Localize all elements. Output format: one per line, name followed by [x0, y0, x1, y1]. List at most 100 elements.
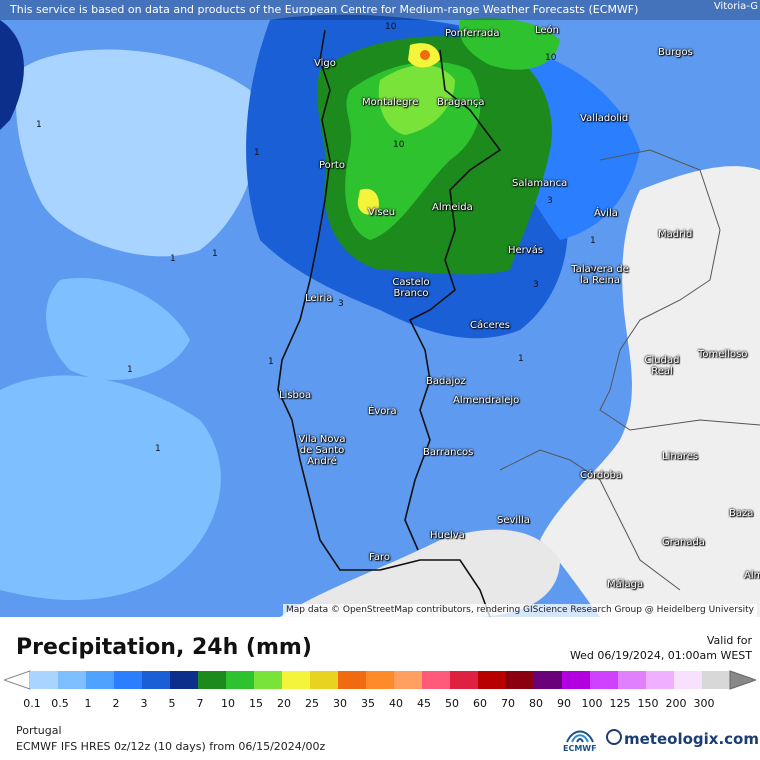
city-label: Barrancos [423, 447, 474, 458]
scale-cell [618, 671, 646, 689]
scale-cell [422, 671, 450, 689]
city-label: Málaga [607, 579, 644, 590]
city-label: Porto [319, 160, 345, 171]
scale-tick-label: 2 [112, 697, 120, 710]
scale-right-arrow [729, 670, 756, 690]
scale-cell [394, 671, 422, 689]
city-label: Salamanca [512, 178, 568, 189]
ecmwf-notice: This service is based on data and produc… [0, 0, 760, 20]
city-label: Badajoz [426, 376, 466, 387]
city-label: Granada [662, 537, 705, 548]
isoline-label: 1 [170, 254, 176, 264]
city-label: Hervás [508, 245, 544, 256]
scale-cell [338, 671, 366, 689]
scale-tick-label: 100 [581, 697, 603, 710]
isoline-label: 1 [590, 236, 596, 246]
city-label: Linares [662, 451, 699, 462]
city-label: Vila Nova de Santo André [298, 434, 346, 467]
corner-city-label: Vitoria-G [713, 1, 758, 12]
city-label: Ciudad Real [644, 355, 680, 377]
city-label: Faro [369, 552, 390, 563]
map-attribution[interactable]: Map data © OpenStreetMap contributors, r… [283, 604, 757, 617]
scale-cell [86, 671, 114, 689]
isoline-label: 1 [155, 444, 161, 454]
scale-tick-label: 150 [637, 697, 659, 710]
scale-tick-label: 70 [501, 697, 515, 710]
scale-cell [366, 671, 394, 689]
scale-cell [142, 671, 170, 689]
city-label: Tomelloso [698, 349, 748, 360]
brand-text: meteologix.com [624, 730, 759, 748]
scale-tick-label: 5 [168, 697, 176, 710]
scale-tick-label: 30 [333, 697, 347, 710]
scale-cell [58, 671, 86, 689]
scale-tick-label: 200 [665, 697, 687, 710]
city-label: Almeida [432, 202, 473, 213]
ecmwf-logo-icon [566, 730, 594, 743]
city-label: Lisboa [279, 390, 312, 401]
scale-cell [114, 671, 142, 689]
scale-tick-labels: 0.1 0.5 1 2 3 5 7 10 15 20 25 30 35 40 45 50 60 70 80 90 100… [0, 697, 760, 711]
city-label: Castelo Branco [392, 277, 430, 299]
city-label: Valladolid [580, 113, 629, 124]
scale-cell [590, 671, 618, 689]
scale-tick-label: 300 [693, 697, 715, 710]
scale-tick-label: 80 [529, 697, 543, 710]
city-label: Almendralejo [453, 395, 520, 406]
city-label: Évora [368, 406, 397, 417]
isoline-label: 3 [338, 299, 344, 309]
isoline-label: 1 [518, 354, 524, 364]
valid-date: Wed 06/19/2024, 01:00am WEST [569, 649, 752, 662]
scale-tick-label: 15 [249, 697, 263, 710]
city-label: Sevilla [497, 515, 530, 526]
region-label: Portugal [16, 724, 62, 737]
scale-cell [310, 671, 338, 689]
scale-cell [198, 671, 226, 689]
scale-tick-label: 10 [221, 697, 235, 710]
city-label: Córdoba [580, 470, 622, 481]
scale-cell [702, 671, 730, 689]
isoline-label: 1 [254, 148, 260, 158]
isoline-label: 10 [393, 140, 405, 150]
precipitation-map[interactable]: This service is based on data and produc… [0, 0, 760, 617]
city-label: Ponferrada [445, 28, 500, 39]
scale-tick-label: 35 [361, 697, 375, 710]
map-canvas [0, 0, 760, 617]
scale-cell [226, 671, 254, 689]
legend-footer: Precipitation, 24h (mm) Valid for Wed 06… [0, 617, 760, 760]
scale-cell [534, 671, 562, 689]
city-label: Cáceres [470, 320, 511, 331]
scale-cell [170, 671, 198, 689]
city-label: Leiria [305, 293, 333, 304]
isoline-label: 1 [127, 365, 133, 375]
scale-cell [478, 671, 506, 689]
meteologix-logo-icon [606, 729, 622, 745]
map-title: Precipitation, 24h (mm) [16, 635, 312, 660]
city-label: Baza [729, 508, 754, 519]
isoline-label: 3 [547, 196, 553, 206]
scale-tick-label: 0.5 [51, 697, 69, 710]
scale-tick-label: 40 [389, 697, 403, 710]
isoline-label: 10 [385, 22, 397, 32]
valid-label: Valid for [706, 634, 752, 647]
city-label: Viseu [368, 207, 396, 218]
scale-tick-label: 20 [277, 697, 291, 710]
isoline-label: 1 [212, 249, 218, 259]
scale-tick-label: 25 [305, 697, 319, 710]
meteologix-brand[interactable]: meteologix.com [606, 729, 759, 748]
color-scale [4, 670, 756, 690]
city-label: Talavera de la Reina [571, 264, 629, 286]
scale-tick-label: 45 [417, 697, 431, 710]
scale-cell [646, 671, 674, 689]
scale-tick-label: 1 [84, 697, 92, 710]
scale-cell [506, 671, 534, 689]
scale-tick-label: 90 [557, 697, 571, 710]
city-label: Vigo [314, 58, 336, 69]
scale-cell [674, 671, 702, 689]
scale-left-arrow [4, 670, 31, 690]
scale-tick-label: 125 [609, 697, 631, 710]
city-label: Bragança [437, 97, 485, 108]
isoline-label: 1 [268, 357, 274, 367]
scale-cell [282, 671, 310, 689]
scale-tick-label: 0.1 [23, 697, 41, 710]
